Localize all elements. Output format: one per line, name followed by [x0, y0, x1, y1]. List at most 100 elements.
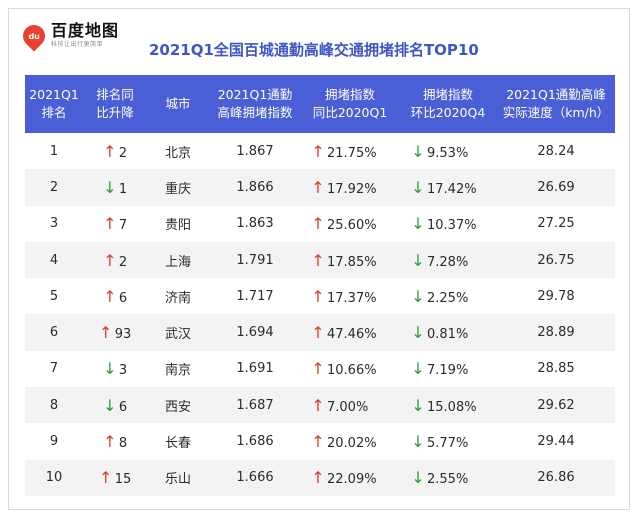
yoy-cell: ↑ 21.75%: [301, 133, 399, 169]
congestion-index-value: 1.687: [236, 397, 274, 413]
page-title: 2021Q1全国百城通勤高峰交通拥堵排名TOP10: [149, 41, 479, 59]
arrow-down-icon: ↓: [411, 177, 425, 197]
qoq-value: 10.37%: [427, 218, 477, 234]
arrow-down-icon: ↓: [411, 395, 425, 415]
speed-value: 28.89: [537, 325, 575, 341]
speed-value: 28.85: [537, 361, 575, 377]
yoy-value: 7.00%: [327, 399, 369, 415]
column-header: 2021Q1通勤 高峰拥堵指数: [209, 75, 301, 133]
arrow-up-icon: ↑: [103, 250, 117, 270]
rank-change-value: 2: [118, 145, 128, 161]
city-cell: 西安: [147, 387, 209, 424]
rank-change-value: 1: [118, 181, 128, 197]
yoy-value: 10.66%: [327, 363, 377, 379]
city-name: 西安: [164, 399, 191, 415]
arrow-up-icon: ↑: [311, 250, 325, 270]
rank-cell: 6: [25, 314, 83, 351]
rank-value: 10: [45, 470, 63, 486]
arrow-down-icon: ↓: [411, 359, 425, 379]
arrow-up-icon: ↑: [311, 214, 325, 234]
yoy-value: 17.92%: [327, 181, 377, 197]
yoy-cell: ↑ 7.00%: [301, 387, 399, 424]
table-row: 4 ↑ 2 上海 1.791 ↑ 17.85% ↓ 7.28% 26.75: [25, 241, 615, 279]
city-name: 上海: [164, 254, 191, 270]
rank-change-value: 6: [118, 290, 128, 306]
arrow-up-icon: ↑: [103, 286, 117, 306]
arrow-up-icon: ↑: [103, 432, 117, 452]
city-name: 北京: [164, 145, 191, 161]
arrow-down-icon: ↓: [103, 395, 117, 415]
city-cell: 济南: [147, 278, 209, 314]
speed-value: 27.25: [537, 216, 575, 232]
yoy-value: 17.37%: [327, 290, 377, 306]
ranking-table: 2021Q1 排名 排名同 比升降 城市 2021Q1通勤 高峰拥堵指数 拥堵指数 同比2020…: [25, 75, 615, 496]
baidu-map-logo: du 百度地图 科技让出行更简单: [18, 19, 120, 52]
rank-cell: 9: [25, 423, 83, 459]
yoy-cell: ↑ 17.85%: [301, 241, 399, 279]
city-name: 南京: [164, 363, 191, 379]
congestion-index-value: 1.867: [236, 143, 274, 159]
congestion-index-cell: 1.791: [209, 241, 301, 279]
congestion-index-value: 1.694: [236, 325, 274, 341]
arrow-up-icon: ↑: [311, 323, 325, 343]
yoy-cell: ↑ 22.09%: [301, 459, 399, 496]
speed-cell: 28.89: [497, 314, 615, 351]
rank-cell: 8: [25, 387, 83, 424]
city-cell: 南京: [147, 351, 209, 387]
rank-value: 7: [49, 361, 59, 377]
map-pin-icon: du: [18, 19, 50, 52]
speed-value: 29.78: [537, 288, 575, 304]
arrow-up-icon: ↑: [311, 359, 325, 379]
yoy-cell: ↑ 25.60%: [301, 206, 399, 242]
qoq-cell: ↓ 0.81%: [399, 314, 497, 351]
arrow-up-icon: ↑: [311, 141, 325, 161]
logo-name: 百度地图: [51, 21, 120, 40]
city-name: 贵阳: [164, 218, 191, 234]
column-header: 城市: [147, 75, 209, 133]
rank-change-cell: ↑ 2: [83, 133, 147, 169]
qoq-cell: ↓ 15.08%: [399, 387, 497, 424]
rank-value: 3: [49, 216, 59, 232]
rank-change-value: 15: [114, 472, 132, 488]
yoy-value: 20.02%: [327, 436, 377, 452]
qoq-value: 2.55%: [427, 472, 469, 488]
speed-cell: 29.44: [497, 423, 615, 459]
speed-cell: 26.69: [497, 169, 615, 206]
congestion-index-cell: 1.867: [209, 133, 301, 169]
city-name: 长春: [164, 436, 191, 452]
rank-change-value: 3: [118, 363, 128, 379]
city-name: 武汉: [164, 327, 191, 343]
qoq-cell: ↓ 7.28%: [399, 241, 497, 279]
arrow-down-icon: ↓: [411, 468, 425, 488]
rank-change-value: 93: [114, 327, 132, 343]
yoy-value: 47.46%: [327, 327, 377, 343]
speed-cell: 29.78: [497, 278, 615, 314]
city-cell: 武汉: [147, 314, 209, 351]
yoy-value: 21.75%: [327, 145, 377, 161]
rank-cell: 2: [25, 169, 83, 206]
yoy-value: 17.85%: [327, 254, 377, 270]
rank-value: 6: [49, 325, 59, 341]
column-header: 拥堵指数 同比2020Q1: [301, 75, 399, 133]
arrow-up-icon: ↑: [99, 323, 113, 343]
congestion-index-cell: 1.863: [209, 206, 301, 242]
arrow-down-icon: ↓: [411, 432, 425, 452]
city-cell: 乐山: [147, 459, 209, 496]
speed-cell: 26.86: [497, 459, 615, 496]
arrow-up-icon: ↑: [311, 432, 325, 452]
qoq-value: 7.19%: [427, 363, 469, 379]
table-row: 3 ↑ 7 贵阳 1.863 ↑ 25.60% ↓ 10.37% 27.25: [25, 206, 615, 242]
congestion-index-value: 1.791: [236, 252, 274, 268]
yoy-cell: ↑ 17.37%: [301, 278, 399, 314]
city-cell: 上海: [147, 241, 209, 279]
yoy-value: 22.09%: [327, 472, 377, 488]
rank-change-cell: ↑ 8: [83, 423, 147, 459]
rank-change-cell: ↓ 6: [83, 387, 147, 424]
speed-cell: 28.24: [497, 133, 615, 169]
rank-value: 9: [49, 434, 59, 450]
speed-cell: 29.62: [497, 387, 615, 424]
rank-cell: 1: [25, 133, 83, 169]
rank-change-cell: ↓ 3: [83, 351, 147, 387]
qoq-cell: ↓ 2.25%: [399, 278, 497, 314]
table-row: 7 ↓ 3 南京 1.691 ↑ 10.66% ↓ 7.19% 28.85: [25, 351, 615, 387]
